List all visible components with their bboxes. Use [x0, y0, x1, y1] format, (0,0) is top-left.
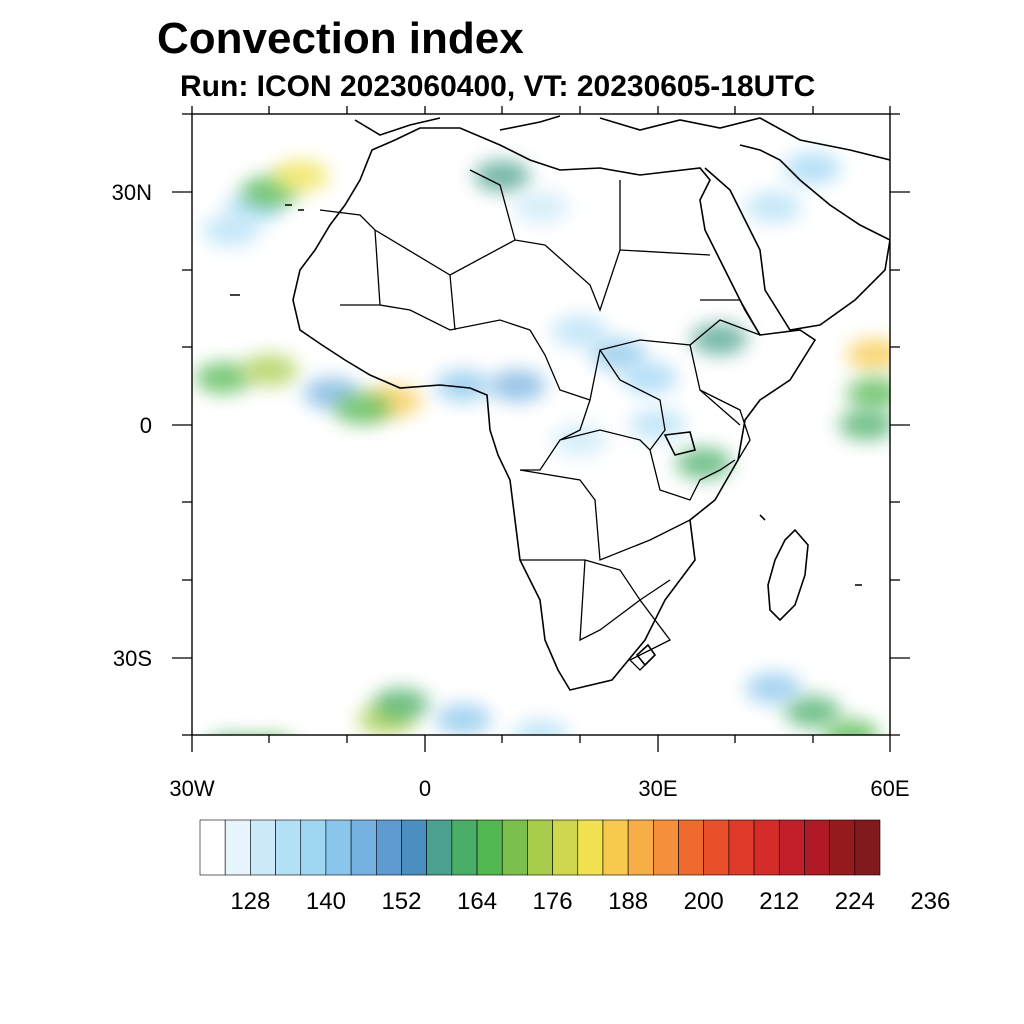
islands — [230, 204, 862, 586]
colorbar-swatch — [627, 819, 654, 876]
lon-label-30w: 30W — [169, 776, 215, 801]
field-blob — [373, 687, 430, 720]
colorbar-swatch — [426, 819, 453, 876]
coastlines-borders — [230, 115, 890, 691]
colorbar-swatch — [703, 819, 730, 876]
field-blob — [784, 695, 841, 728]
lon-label-30e: 30E — [638, 776, 678, 801]
colorbar-swatch — [199, 819, 226, 876]
colorbar-swatch — [728, 819, 755, 876]
lesotho-border — [635, 643, 657, 667]
lake-victoria — [663, 431, 696, 456]
colorbar-swatch — [325, 819, 352, 876]
field-blob — [224, 734, 238, 735]
colorbar-swatch — [753, 819, 780, 876]
lon-label-60e: 60E — [870, 776, 910, 801]
colorbar-tick-label: 212 — [759, 888, 800, 915]
field-blob — [838, 408, 890, 441]
colorbar-tick-label: 128 — [230, 888, 271, 915]
colorbar-swatch — [501, 819, 528, 876]
lon-label-0: 0 — [418, 776, 432, 801]
field-blob — [590, 338, 647, 371]
colorbar-swatch — [653, 819, 679, 876]
colorbar-tick-label: 140 — [305, 888, 346, 915]
field-blob — [435, 369, 492, 402]
colorbar-swatch — [829, 819, 856, 876]
field-blob — [241, 354, 298, 387]
field-blob — [474, 160, 531, 193]
field-blob — [551, 315, 608, 348]
field-blob — [846, 377, 890, 410]
colorbar-tick-label: 188 — [608, 888, 649, 915]
field-blob — [202, 214, 259, 247]
colorbar-tick-label: 152 — [381, 888, 422, 915]
colorbar-swatch — [275, 819, 302, 876]
colorbar-tick-label: 236 — [910, 888, 951, 915]
axis-ticks — [172, 106, 910, 752]
field-blob — [823, 719, 880, 735]
colorbar-swatch — [476, 819, 503, 876]
colorbar-tick-label: 200 — [683, 888, 724, 915]
field-blob — [745, 191, 802, 224]
madagascar-coastline — [767, 528, 809, 622]
map-subtitle: Run: ICON 2023060400, VT: 20230605-18UTC — [180, 70, 816, 103]
colorbar-swatch — [804, 819, 830, 876]
field-blob — [272, 160, 329, 193]
colorbar-swatch — [401, 819, 427, 876]
colorbar-swatch — [602, 819, 629, 876]
field-blob — [621, 361, 678, 394]
field-blob — [846, 338, 890, 371]
field-blob — [334, 392, 391, 425]
colorbar-swatch — [527, 819, 553, 876]
colorbar-swatch — [375, 819, 402, 876]
colorbar-swatch — [300, 819, 327, 876]
field-blob — [195, 361, 252, 394]
arabia-coastline — [704, 144, 890, 331]
field-blob — [513, 191, 569, 224]
colorbar-tick-label: 164 — [457, 888, 498, 915]
colorbar-tick-label: 224 — [834, 888, 875, 915]
colorbar-swatch — [451, 819, 478, 876]
europe-coastline — [354, 115, 890, 161]
field-blob — [489, 369, 546, 402]
country-borders — [319, 169, 761, 671]
colorbar-swatch — [224, 819, 251, 876]
colorbar-swatch — [350, 819, 377, 876]
field-blob — [435, 703, 492, 735]
colorbar-swatch — [778, 819, 805, 876]
field-blob — [784, 152, 841, 185]
map-title: Convection index — [157, 14, 524, 63]
colorbar-swatch — [250, 819, 276, 876]
colorbar-swatch — [552, 819, 579, 876]
field-blob — [629, 408, 686, 441]
convection-field — [195, 152, 890, 735]
colorbar-tick-label: 176 — [532, 888, 573, 915]
colorbar-swatch — [678, 819, 705, 876]
field-blob — [745, 672, 802, 705]
lat-label-0: 0 — [139, 413, 152, 438]
colorbar-swatch — [577, 819, 604, 876]
field-blob — [513, 719, 569, 735]
colorbar — [199, 819, 881, 876]
field-blob — [691, 323, 748, 356]
colorbar-swatch — [854, 819, 881, 876]
lat-label-30s: 30S — [112, 646, 152, 671]
lat-label-30n: 30N — [111, 180, 152, 205]
